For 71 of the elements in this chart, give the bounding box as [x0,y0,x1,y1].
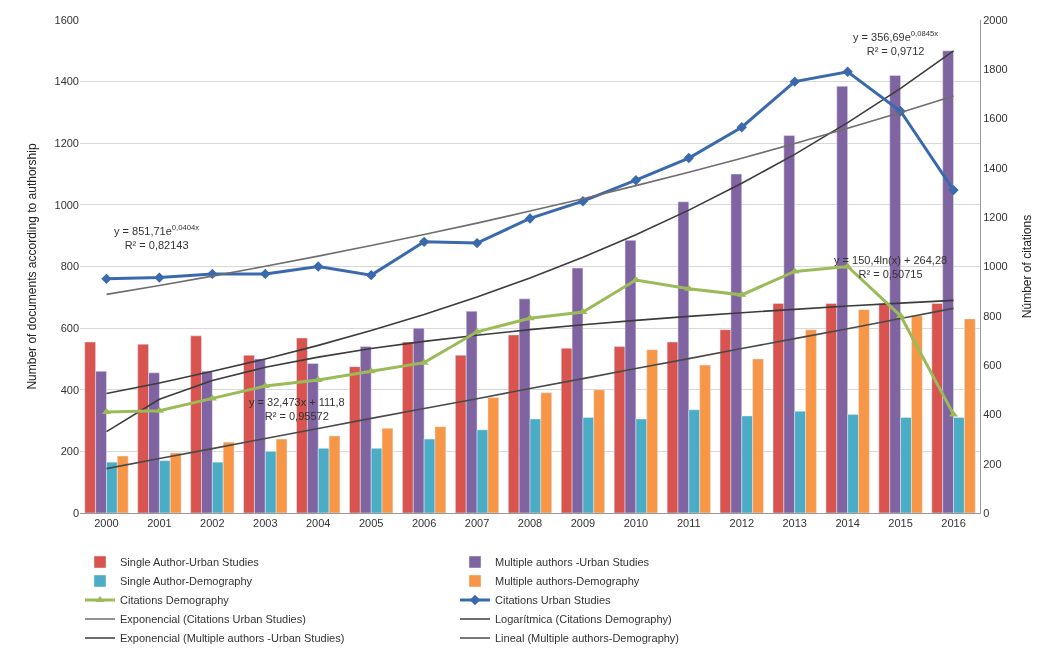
line-series [105,95,955,296]
x-tick-label: 2007 [464,517,490,530]
y2-tick-label: 800 [983,309,1002,322]
point [630,175,642,186]
legend-label: Single Author-Urban Studies [120,556,260,569]
y2-tick-label: 1000 [983,260,1008,273]
x-tick-label: 2009 [570,517,596,530]
x-tick-label: 2002 [200,517,225,530]
y2-tick-label: 200 [983,457,1002,470]
y-tick-label: 0 [72,506,79,519]
y-tick-label: 800 [60,260,79,273]
x-tick-label: 2011 [676,517,701,530]
x-tick-label: 2001 [147,517,172,530]
point [313,261,324,272]
y2-tick-label: 1200 [983,211,1008,224]
point [419,358,429,365]
x-tick-label: 2014 [835,517,860,530]
point [737,290,747,297]
x-tick-label: 2006 [411,517,437,530]
x-tick-label: 2003 [253,517,278,530]
x-tick-label: 2015 [888,517,913,530]
annotation: y = 356,69e$^{0,0845x}$ R² = 0,9712 [853,29,939,57]
x-tick-label: 2000 [94,517,119,530]
y-tick-label: 600 [60,321,79,334]
x-tick-label: 2004 [306,517,331,530]
y2-tick-label: 1600 [983,112,1008,125]
point [365,269,377,281]
y-tick-label: 400 [60,383,79,396]
annotation: y = 851,71e$^{0,0404x}$ R² = 0,82143 [114,223,200,251]
point [789,76,800,87]
legend-label: Citations Demography [120,594,230,607]
legend-label: Exponencial (Citations Urban Studies) [120,613,306,626]
x-tick-label: 2010 [623,517,649,530]
point [736,122,747,133]
point [472,327,482,334]
point [842,66,853,77]
y-tick-label: 1400 [54,75,79,88]
y2-tick-label: 1800 [983,63,1008,76]
legend-label: Single Author-Demography [120,575,253,588]
point [524,213,536,224]
y2-axis-title: Númber of citations [1019,214,1034,319]
point [683,152,695,164]
point [948,184,959,196]
x-tick-label: 2005 [358,517,384,530]
point [101,273,112,285]
legend-label: Multiple authors -Urban Studies [495,556,650,569]
legend-label: Exponencial (Multiple authors -Urban Studies) [120,632,345,645]
x-tick-label: 2008 [517,517,543,530]
legend-label: Citations Urban Studies [495,594,612,607]
x-tick-label: 2012 [729,517,754,530]
y2-tick-label: 2000 [983,13,1008,26]
point [418,236,430,248]
y-tick-label: 200 [60,445,79,458]
point [260,268,271,280]
y-tick-label: 1000 [54,198,79,211]
y-axis-title: Number of documents according to authorship [24,143,39,390]
y-tick-label: 1200 [54,137,79,150]
line-series [105,299,955,433]
y2-tick-label: 400 [983,408,1002,421]
legend-label: Lineal (Multiple authors-Demography) [495,632,680,645]
y-tick-label: 1600 [54,13,79,26]
x-tick-label: 2013 [782,517,807,530]
point [154,272,165,283]
point [684,284,694,291]
y2-tick-label: 1400 [983,161,1008,174]
legend-label: Multiple authors-Demography [495,575,640,588]
y2-tick-label: 600 [983,358,1002,371]
line-series [105,307,955,470]
legend-label: Logarítmica (Citations Demography) [495,613,672,626]
x-tick-label: 2016 [941,517,966,530]
y2-tick-label: 0 [983,506,990,519]
